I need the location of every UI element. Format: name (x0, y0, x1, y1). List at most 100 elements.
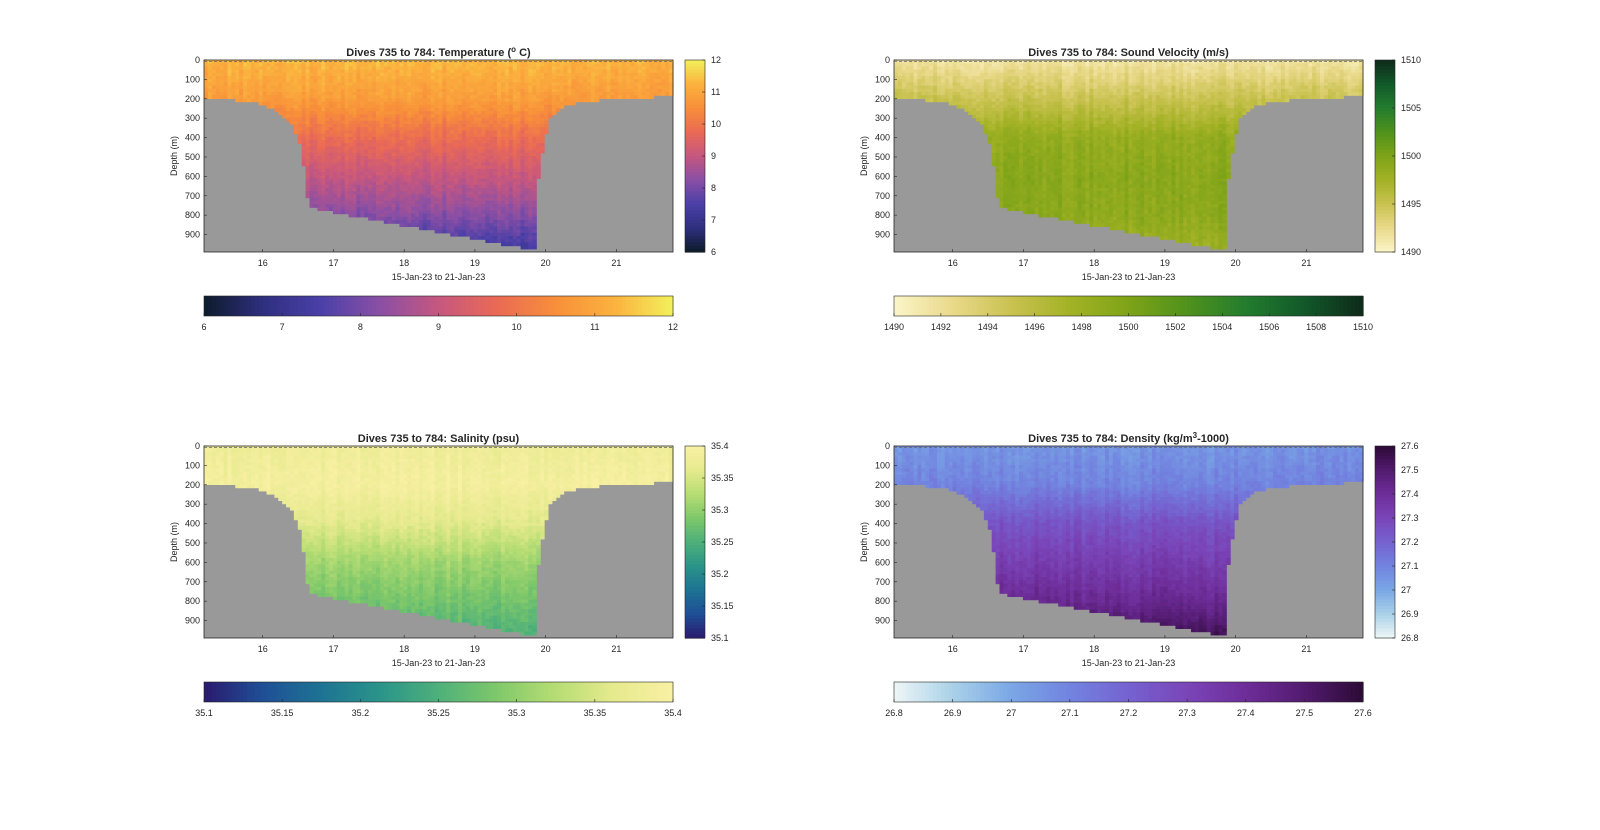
heatmap-cell (473, 168, 479, 173)
heatmap-cell (325, 168, 330, 173)
heatmap-cell (411, 220, 416, 224)
heatmap-cell (430, 120, 436, 125)
hcolorbar-swatch (262, 296, 268, 316)
heatmap-cell (336, 181, 342, 186)
heatmap-cell (387, 200, 393, 205)
heatmap-cell (407, 213, 412, 218)
heatmap-cell (348, 146, 354, 151)
heatmap-cell (301, 66, 307, 71)
hcolorbar-swatch (508, 296, 514, 316)
heatmap-cell (399, 168, 404, 173)
heatmap-cell (352, 72, 358, 77)
heatmap-cell (250, 98, 256, 103)
heatmap-cell (340, 162, 346, 167)
heatmap-cell (383, 216, 389, 221)
heatmap-cell (426, 120, 432, 125)
heatmap-cell (368, 85, 373, 90)
heatmap-cell (223, 76, 229, 80)
heatmap-cell (434, 178, 440, 183)
heatmap-cell (438, 197, 444, 202)
heatmap-cell (379, 159, 385, 163)
heatmap-cell (297, 136, 303, 141)
heatmap-cell (286, 72, 291, 77)
heatmap-cell (442, 213, 447, 218)
heatmap-cell (465, 66, 471, 71)
heatmap-cell (293, 85, 299, 90)
heatmap-cell (368, 178, 373, 183)
hcolorbar-swatch (602, 296, 608, 316)
heatmap-cell (473, 152, 479, 157)
heatmap-cell (426, 117, 432, 122)
heatmap-cell (368, 72, 373, 77)
heatmap-cell (473, 108, 479, 112)
heatmap-cell (340, 200, 346, 205)
heatmap-cell (430, 168, 436, 173)
heatmap-cell (415, 136, 420, 141)
heatmap-cell (325, 152, 330, 157)
heatmap-cell (438, 172, 444, 176)
heatmap-cell (215, 95, 221, 99)
heatmap-cell (454, 108, 459, 112)
heatmap-cell (434, 162, 440, 167)
heatmap-cell (430, 136, 436, 141)
heatmap-cell (921, 95, 926, 99)
heatmap-cell (235, 92, 240, 96)
heatmap-cell (215, 69, 221, 74)
heatmap-cell (422, 72, 428, 77)
heatmap-cell (411, 210, 416, 215)
heatmap-cell (426, 82, 432, 87)
heatmap-cell (477, 210, 483, 215)
heatmap-cell (321, 165, 326, 170)
heatmap-cell (430, 146, 436, 151)
colorbar-tick-label: 12 (711, 55, 721, 65)
heatmap-cell (348, 127, 354, 131)
heatmap-cell (458, 104, 463, 109)
heatmap-cell (344, 130, 350, 135)
heatmap-cell (329, 69, 334, 74)
heatmap-cell (430, 178, 436, 183)
heatmap-cell (968, 111, 973, 115)
heatmap-cell (422, 168, 428, 173)
heatmap-cell (418, 60, 424, 64)
heatmap-cell (411, 156, 416, 160)
hcolorbar-swatch (497, 296, 502, 316)
heatmap-cell (356, 168, 361, 173)
heatmap-cell (309, 204, 315, 208)
heatmap-cell (465, 101, 471, 106)
heatmap-cell (391, 220, 397, 224)
heatmap-cell (399, 124, 404, 128)
heatmap-cell (329, 175, 334, 179)
heatmap-cell (450, 216, 455, 221)
heatmap-cell (450, 127, 455, 131)
heatmap-cell (438, 117, 444, 122)
heatmap-cell (368, 143, 373, 147)
heatmap-cell (442, 162, 447, 167)
heatmap-cell (442, 229, 447, 234)
heatmap-cell (477, 95, 483, 99)
heatmap-cell (477, 165, 483, 170)
heatmap-cell (340, 175, 346, 179)
heatmap-cell (317, 120, 322, 125)
heatmap-cell (340, 88, 346, 93)
heatmap-cell (372, 140, 377, 144)
heatmap-cell (243, 82, 248, 87)
heatmap-cell (905, 95, 911, 99)
hcolorbar-swatch (317, 296, 322, 316)
heatmap-cell (375, 130, 381, 135)
heatmap-cell (356, 98, 361, 103)
heatmap-cell (399, 72, 404, 77)
heatmap-cell (340, 120, 346, 125)
heatmap-cell (274, 104, 279, 109)
heatmap-cell (321, 72, 326, 77)
heatmap-cell (442, 133, 447, 138)
heatmap-cell (325, 162, 330, 167)
heatmap-cell (246, 69, 252, 74)
heatmap-cell (223, 66, 229, 71)
hcolorbar-swatch (563, 296, 569, 316)
heatmap-cell (461, 76, 467, 80)
heatmap-cell (442, 120, 447, 125)
heatmap-cell (375, 172, 381, 176)
heatmap-cell (301, 63, 307, 67)
heatmap-cell (395, 72, 401, 77)
heatmap-cell (434, 159, 440, 163)
